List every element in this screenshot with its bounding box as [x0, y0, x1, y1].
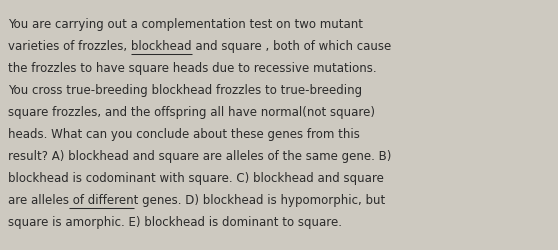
Text: varieties of frozzles, blockhead and square , both of which cause: varieties of frozzles, blockhead and squ… — [8, 40, 391, 53]
Text: You are carrying out a complementation test on two mutant: You are carrying out a complementation t… — [8, 18, 363, 31]
Text: You cross true-breeding blockhead frozzles to true-breeding: You cross true-breeding blockhead frozzl… — [8, 84, 362, 96]
Text: result? A) blockhead and square are alleles of the same gene. B): result? A) blockhead and square are alle… — [8, 150, 391, 162]
Text: square frozzles, and the offspring all have normal(not square): square frozzles, and the offspring all h… — [8, 106, 375, 118]
Text: the frozzles to have square heads due to recessive mutations.: the frozzles to have square heads due to… — [8, 62, 377, 75]
Text: heads. What can you conclude about these genes from this: heads. What can you conclude about these… — [8, 128, 360, 140]
Text: square is amorphic. E) blockhead is dominant to square.: square is amorphic. E) blockhead is domi… — [8, 215, 342, 228]
Text: are alleles of different genes. D) blockhead is hypomorphic, but: are alleles of different genes. D) block… — [8, 193, 385, 206]
Text: blockhead is codominant with square. C) blockhead and square: blockhead is codominant with square. C) … — [8, 171, 384, 184]
